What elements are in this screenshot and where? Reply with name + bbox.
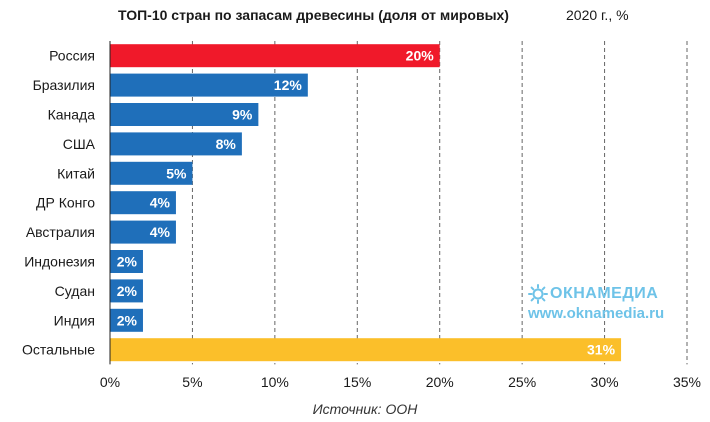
category-label: Канада xyxy=(48,107,96,123)
x-tick-label: 5% xyxy=(182,374,202,390)
category-label: Индия xyxy=(54,312,95,328)
category-label: Остальные xyxy=(22,342,95,358)
watermark-url: www.oknamedia.ru xyxy=(528,305,665,322)
x-tick-label: 0% xyxy=(100,374,120,390)
data-label: 4% xyxy=(150,195,171,211)
data-label: 4% xyxy=(150,224,171,240)
bar xyxy=(110,132,242,156)
category-label: Судан xyxy=(55,283,95,299)
bar xyxy=(110,191,176,215)
x-tick-label: 25% xyxy=(508,374,536,390)
bar xyxy=(110,161,193,185)
chart-source: Источник: ООН xyxy=(312,401,418,417)
x-tick-label: 15% xyxy=(343,374,371,390)
bar xyxy=(110,279,143,303)
data-label: 9% xyxy=(232,107,253,123)
watermark-brand: ОКНАМЕДИА xyxy=(550,285,659,302)
data-label: 31% xyxy=(587,342,616,358)
data-label: 8% xyxy=(216,136,237,152)
bar xyxy=(110,220,176,244)
sun-icon xyxy=(528,284,548,304)
category-label: Австралия xyxy=(26,224,95,240)
bar xyxy=(110,103,259,126)
category-label: ДР Конго xyxy=(36,195,95,211)
data-label: 5% xyxy=(166,165,187,181)
bar xyxy=(110,308,143,332)
category-label: Индонезия xyxy=(24,254,95,270)
data-label: 2% xyxy=(117,283,138,299)
watermark: ОКНАМЕДИА www.oknamedia.ru xyxy=(528,284,664,322)
x-tick-label: 30% xyxy=(591,374,619,390)
category-label: Китай xyxy=(57,165,95,181)
watermark-logo: ОКНАМЕДИА xyxy=(528,284,664,304)
data-label: 2% xyxy=(117,254,138,270)
data-label: 20% xyxy=(406,48,435,64)
chart-subtitle: 2020 г., % xyxy=(566,7,629,23)
bar xyxy=(110,338,622,362)
category-label: Бразилия xyxy=(33,77,95,93)
data-label: 2% xyxy=(117,312,138,328)
category-label: Россия xyxy=(49,48,95,64)
bar xyxy=(110,44,440,68)
x-tick-label: 10% xyxy=(261,374,289,390)
data-label: 12% xyxy=(274,77,303,93)
x-tick-label: 35% xyxy=(673,374,701,390)
category-label: США xyxy=(63,136,96,152)
x-tick-label: 20% xyxy=(426,374,454,390)
bar xyxy=(110,73,308,97)
bar xyxy=(110,250,143,273)
chart-title: ТОП-10 стран по запасам древесины (доля … xyxy=(118,7,509,23)
